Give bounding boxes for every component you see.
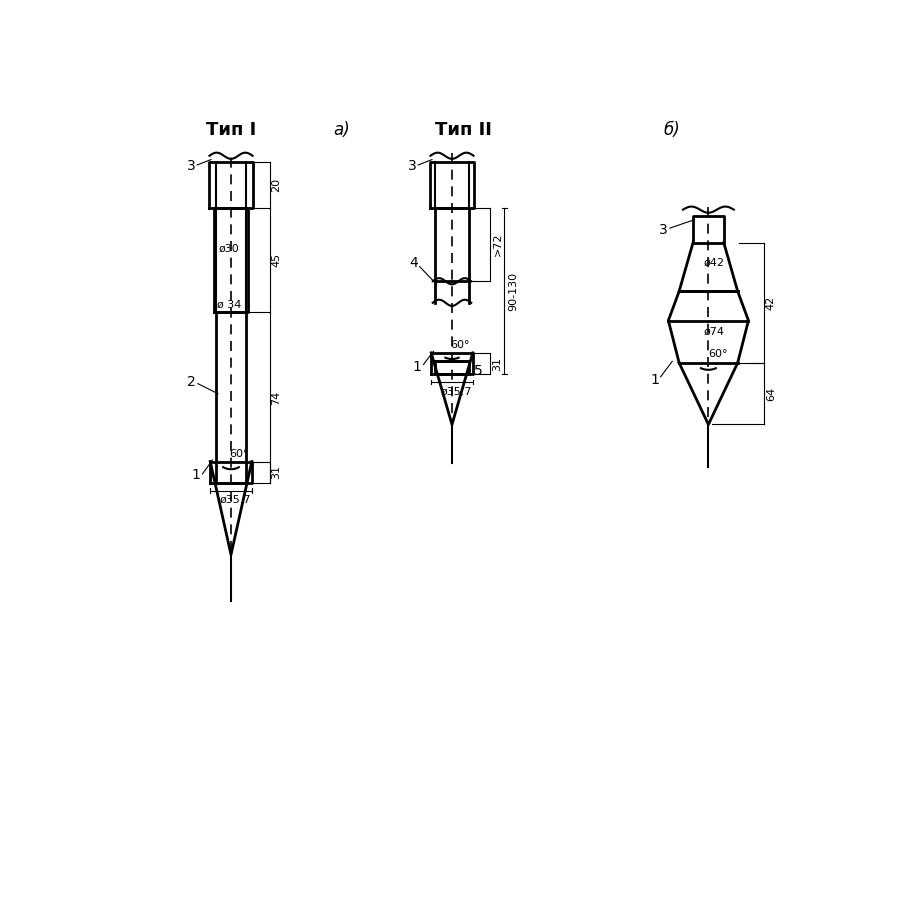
Text: >72: >72 [493,233,503,256]
Text: 1: 1 [192,468,201,482]
Text: ø35.7: ø35.7 [219,495,251,505]
Text: 1: 1 [650,373,659,387]
Text: а): а) [333,121,351,139]
Text: 64: 64 [766,387,776,400]
Text: б): б) [663,121,680,139]
Text: ø42: ø42 [704,258,725,268]
Text: 4: 4 [409,256,418,270]
Text: 5: 5 [474,364,483,378]
Text: 60°: 60° [450,340,469,350]
Text: Тип I: Тип I [206,121,256,139]
Text: 74: 74 [272,391,282,405]
Text: Тип II: Тип II [435,121,492,139]
Text: 1: 1 [413,360,421,373]
Text: ø74: ø74 [704,327,725,337]
Text: 20: 20 [272,178,282,192]
Text: 31: 31 [272,465,282,479]
Text: 90-130: 90-130 [508,272,518,310]
Text: 2: 2 [187,375,196,389]
Text: 60°: 60° [708,348,727,358]
Text: ø 34: ø 34 [217,300,241,310]
Text: 45: 45 [272,253,282,267]
Text: 31: 31 [492,356,502,371]
Text: ø30: ø30 [218,244,239,254]
Text: 3: 3 [659,222,668,237]
Text: 60°: 60° [229,449,249,459]
Text: ø35.7: ø35.7 [440,386,472,396]
Text: 42: 42 [766,296,776,310]
Text: 3: 3 [186,158,196,173]
Text: 3: 3 [408,158,417,173]
